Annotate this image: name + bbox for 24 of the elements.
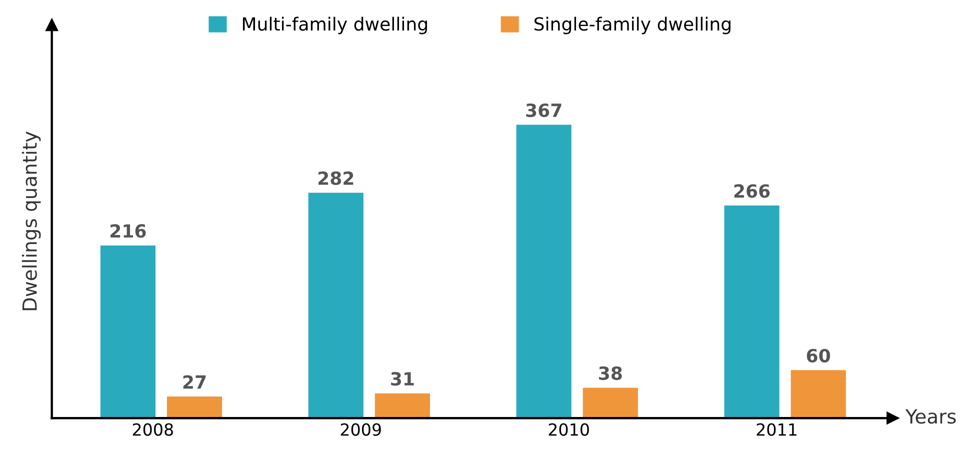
legend-label: Multi-family dwelling xyxy=(242,16,427,34)
bar xyxy=(724,205,780,418)
bar xyxy=(790,370,846,418)
x-tick-label: 2011 xyxy=(756,423,796,436)
bar xyxy=(582,388,638,418)
data-label: 282 xyxy=(318,171,354,186)
bar xyxy=(308,192,364,418)
data-label: 216 xyxy=(110,224,146,238)
data-label: 266 xyxy=(734,184,770,198)
y-axis-title: Dwellings quantity xyxy=(22,132,41,310)
bar xyxy=(516,124,572,418)
x-tick-label: 2010 xyxy=(548,423,589,436)
bar xyxy=(374,393,430,418)
bar xyxy=(100,245,156,418)
x-tick-label: 2009 xyxy=(340,423,381,436)
data-label: 27 xyxy=(183,375,206,389)
data-label: 38 xyxy=(599,366,622,380)
data-label: 367 xyxy=(526,103,562,118)
x-tick-label: 2008 xyxy=(132,423,173,436)
data-label: 31 xyxy=(391,372,414,386)
x-axis-title: Years xyxy=(905,409,956,424)
data-label: 60 xyxy=(806,348,830,362)
bar xyxy=(166,396,222,418)
legend-label: Single-family dwelling xyxy=(534,16,730,34)
